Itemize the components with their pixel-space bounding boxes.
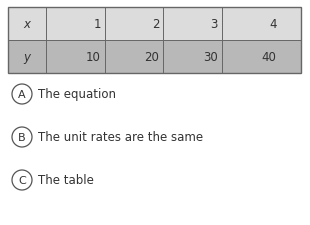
Text: 10: 10 <box>86 51 101 64</box>
Text: The equation: The equation <box>38 88 116 101</box>
Text: 3: 3 <box>210 18 218 31</box>
Text: 20: 20 <box>144 51 159 64</box>
Text: B: B <box>18 132 26 142</box>
Text: 30: 30 <box>203 51 218 64</box>
Text: The table: The table <box>38 174 94 187</box>
Text: 4: 4 <box>269 18 277 31</box>
Text: x: x <box>24 18 31 31</box>
Bar <box>8 8 301 74</box>
Text: C: C <box>18 175 26 185</box>
Text: The unit rates are the same: The unit rates are the same <box>38 131 203 144</box>
Text: y: y <box>24 51 31 64</box>
Text: 2: 2 <box>152 18 159 31</box>
Bar <box>8 41 301 74</box>
Text: 40: 40 <box>262 51 277 64</box>
Text: A: A <box>18 90 26 99</box>
Text: 1: 1 <box>93 18 101 31</box>
Bar <box>8 8 301 41</box>
